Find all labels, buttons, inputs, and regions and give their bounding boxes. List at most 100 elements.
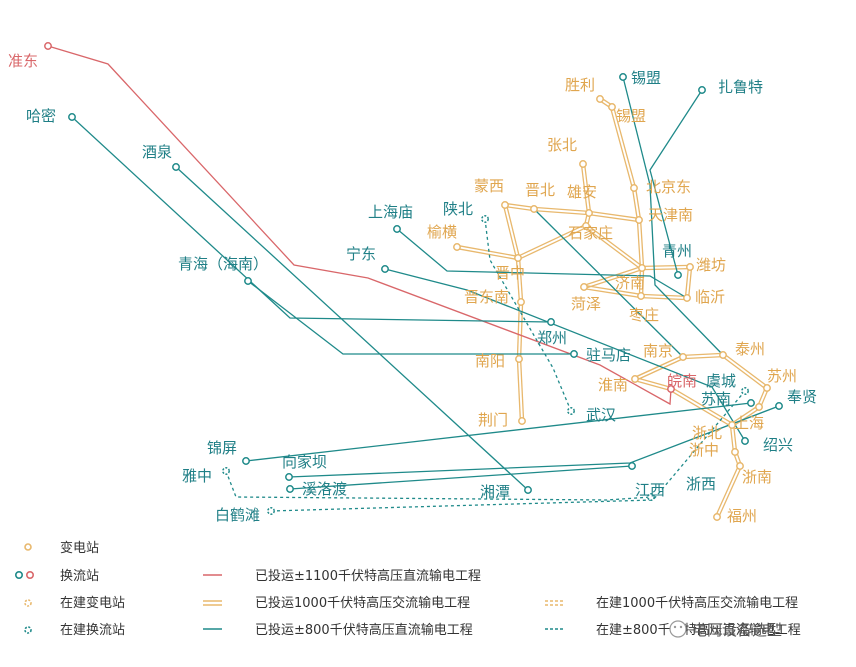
legend-ac1000: 已投运1000千伏特高压交流输电工程 [255,595,470,611]
legend-dc800-plan: 在建±800千伏特高压直流输电工程 [596,622,801,638]
ac-line-jinzhong-jindongnan-0 [515,258,521,303]
station-label-linyi: 临沂 [695,288,725,306]
station-node-weifang [686,263,694,271]
station-label-tianjinnan: 天津南 [648,206,693,224]
station-node-jinan [638,264,646,272]
transmission-line-shanghaimiao-linyi [396,228,688,299]
ac-line-huainan-wannan-0 [634,379,671,392]
station-label-jinzhong: 晋中 [495,264,525,282]
transmission-line-baihetan-yucheng [270,390,746,512]
station-label-jinping: 锦屏 [207,439,237,457]
legend-ac1000-plan: 在建1000千伏特高压交流输电工程 [596,595,798,611]
station-label-zaozhuang: 枣庄 [629,306,659,324]
ac-line-jinan-weifang-1 [641,264,690,268]
ac-line-jinbei-xiongan-0 [533,209,589,216]
watermark-text: 电网设备选型 [692,621,782,639]
ac-line-yuheng-jinzhong-0 [456,247,518,261]
station-label-zhangbei: 张北 [547,136,577,154]
station-node-zhebei [728,421,736,429]
station-label-nanjing: 南京 [643,342,673,360]
station-label-shaoxing: 绍兴 [763,436,793,454]
station-node-shijiazhuang [582,222,590,230]
station-label-zhengzhou: 郑州 [537,329,567,347]
ac-line-jindongnan-nanyang-1 [519,302,524,360]
station-node-zhezhong [731,448,739,456]
station-node-wuhan [567,407,575,415]
transmission-line-jinping-sunan [245,402,752,462]
planned-converter-legend-icon [24,626,32,634]
ac-line-jinan-heze-1 [584,268,643,290]
legend-dc800: 已投运±800千伏特高压直流输电工程 [255,622,473,638]
ac-line-jinan-heze-0 [583,265,642,287]
ac-line-mengxi-jinzhong-0 [502,205,518,259]
ac-line-ximeng_s-beijingdong-0 [609,107,634,189]
ac-line-ximeng_s-beijingdong-1 [612,106,637,188]
station-node-yuheng [453,243,461,251]
station-label-shijiazhuang: 石家庄 [568,224,613,242]
transmission-line-hami-zhengzhou [71,116,552,323]
station-node-yucheng [741,387,749,395]
ac-line-zaozhuang-linyi-1 [641,293,688,298]
ac-line-wannan-zhebei-1 [671,387,734,425]
ac-line-jindongnan-nanyang-0 [516,301,521,359]
station-label-nanyang: 南阳 [475,352,505,370]
station-label-ximeng_s: 锡盟 [616,107,646,125]
station-node-shengli [596,95,604,103]
station-node-jingmen [518,417,526,425]
station-node-shaoxing [741,437,749,445]
station-node-ximeng_s [608,103,616,111]
station-node-tianjinnan [635,216,643,224]
transmission-line-jinbei-nanjing [533,208,684,358]
station-node-xiangjiaba [285,473,293,481]
station-label-jiangxi: 江西 [635,481,665,499]
station-node-xiluodu [286,485,294,493]
station-node-taizhou [719,351,727,359]
station-label-heze: 菏泽 [571,295,601,313]
station-label-zhumadian: 驻马店 [586,346,631,364]
station-label-sunan: 苏南 [701,390,731,408]
station-node-shanbei [481,215,489,223]
ac-line-nanjing-taizhou-1 [682,352,723,357]
wechat-icon-eye-right [679,625,683,629]
wechat-icon [669,620,687,638]
station-label-shanbei: 陕北 [443,200,473,218]
station-node-linyi [683,294,691,302]
ac-line-tianjinnan-jinan-0 [636,220,642,269]
ac-line-nanyang-jingmen-1 [519,358,525,421]
station-node-fuzhou [713,513,721,521]
station-node-ximeng_c [619,73,627,81]
station-label-suzhou: 苏州 [767,367,797,385]
station-node-hami [68,113,76,121]
ac-line-jinzhong-shijiazhuang-1 [517,223,586,258]
legend: 变电站 换流站 在建变电站 在建换流站 已投运±1100千伏特高压直流输电工程 … [15,540,801,639]
ac-line-weifang-linyi-0 [684,266,690,298]
ac-line-xiongan-tianjinnan-1 [589,210,640,220]
station-node-zaozhuang [637,292,645,300]
station-node-xiongan [585,209,593,217]
ac-line-beijingdong-tianjinnan-0 [631,188,639,221]
station-label-hami: 哈密 [26,107,56,125]
converter-legend-icon [15,570,24,579]
legend-planned-substation: 在建变电站 [60,595,125,611]
ac-line-beijingdong-tianjinnan-1 [634,187,642,220]
station-label-xiluodu: 溪洛渡 [302,480,347,498]
station-node-zhangbei [579,160,587,168]
ac-line-zhebei-zhezhong-0 [729,425,735,453]
ac-line-yuheng-jinzhong-1 [457,244,519,258]
transmission-line-zhundong-wannan [47,45,672,406]
transmission-line-ximeng_c-taizhou [622,76,724,356]
station-node-jiangxi [647,493,655,501]
station-label-zhebei: 浙北 [692,424,722,442]
station-label-wuhan: 武汉 [586,406,616,424]
station-node-zhengzhou [547,318,555,326]
station-node-wannan [667,385,675,393]
station-label-beijingdong: 北京东 [646,178,691,196]
ac-line-mengxi-jinbei-0 [504,205,534,212]
station-label-xiangtan: 湘潭 [480,483,510,501]
station-node-zhenan [736,462,744,470]
station-label-weifang: 潍坊 [696,256,726,274]
station-node-nanyang [515,355,523,363]
station-node-jinping [242,457,250,465]
